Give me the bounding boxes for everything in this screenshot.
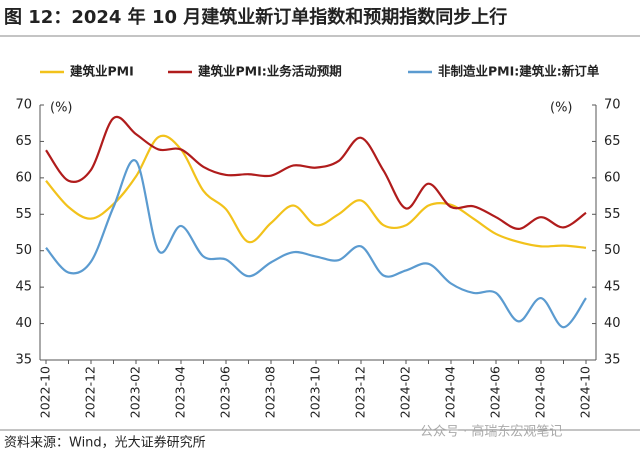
- y-tick-label: 65: [15, 134, 32, 149]
- series-line: [45, 134, 587, 249]
- x-tick-label: 2024-06: [488, 366, 503, 418]
- x-tick-label: 2024-02: [398, 366, 413, 418]
- x-tick-label: 2023-10: [308, 366, 323, 418]
- y-tick-label: 35: [15, 353, 32, 368]
- y2-tick-label: 40: [604, 316, 621, 331]
- legend-label: 建筑业PMI: [70, 64, 134, 79]
- y-tick-label: 45: [15, 280, 32, 295]
- x-tick-label: 2024-10: [578, 366, 593, 418]
- x-tick-label: 2023-04: [173, 366, 188, 418]
- x-tick-label: 2024-08: [533, 366, 548, 418]
- y2-tick-label: 60: [604, 170, 621, 185]
- legend-label: 非制造业PMI:建筑业:新订单: [438, 64, 600, 79]
- y-tick-label: 70: [15, 98, 32, 113]
- x-tick-label: 2023-12: [353, 366, 368, 418]
- y2-tick-label: 65: [604, 134, 621, 149]
- series-line: [45, 115, 587, 230]
- x-tick-label: 2024-04: [443, 366, 458, 418]
- source: 资料来源：Wind，光大证券研究所: [4, 435, 206, 451]
- y2-tick-label: 50: [604, 243, 621, 258]
- y-tick-label: 55: [15, 207, 32, 222]
- x-tick-label: 2022-12: [83, 366, 98, 418]
- chart-title: 图 12：2024 年 10 月建筑业新订单指数和预期指数同步上行: [4, 6, 507, 28]
- watermark: 公众号 · 高瑞东宏观笔记: [420, 424, 562, 440]
- y2-tick-label: 45: [604, 280, 621, 295]
- y2-tick-label: 70: [604, 98, 621, 113]
- y-tick-label: 60: [15, 170, 32, 185]
- series-line: [45, 159, 587, 329]
- y-unit: (%): [50, 101, 73, 116]
- x-tick-label: 2023-08: [263, 366, 278, 418]
- y-tick-label: 50: [15, 243, 32, 258]
- x-tick-label: 2023-02: [128, 366, 143, 418]
- y2-tick-label: 35: [604, 353, 621, 368]
- x-tick-label: 2023-06: [218, 366, 233, 418]
- y2-unit: (%): [550, 101, 573, 116]
- y2-tick-label: 55: [604, 207, 621, 222]
- legend-label: 建筑业PMI:业务活动预期: [198, 64, 342, 79]
- y-tick-label: 40: [15, 316, 32, 331]
- x-tick-label: 2022-10: [38, 366, 53, 418]
